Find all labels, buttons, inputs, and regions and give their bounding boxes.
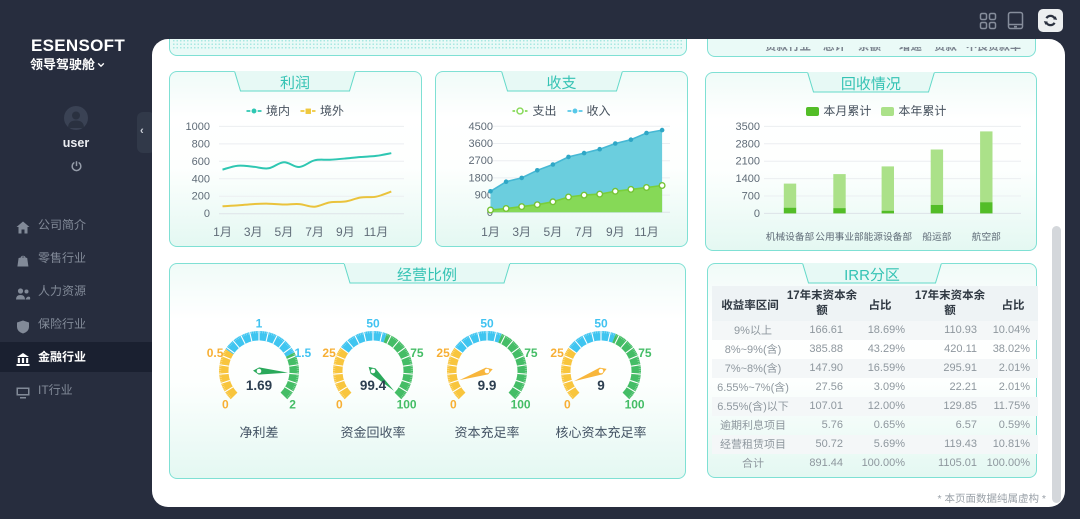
svg-text:75: 75 — [410, 345, 424, 359]
svg-text:5月: 5月 — [544, 225, 563, 239]
svg-text:800: 800 — [191, 138, 209, 150]
svg-text:400: 400 — [191, 173, 209, 185]
svg-text:9: 9 — [597, 378, 605, 393]
svg-text:25: 25 — [322, 345, 336, 359]
svg-text:公用事业部: 公用事业部 — [815, 231, 864, 243]
svg-text:700: 700 — [742, 191, 760, 203]
svg-text:11月: 11月 — [634, 225, 658, 239]
svg-text:9月: 9月 — [606, 225, 625, 239]
svg-text:0: 0 — [564, 397, 571, 411]
svg-text:航空部: 航空部 — [972, 231, 1001, 243]
svg-text:11月: 11月 — [363, 225, 387, 239]
svg-text:3月: 3月 — [512, 225, 531, 239]
svg-text:9.9: 9.9 — [478, 378, 497, 393]
svg-text:7月: 7月 — [575, 225, 594, 239]
svg-text:75: 75 — [638, 345, 652, 359]
svg-text:2: 2 — [289, 397, 296, 411]
svg-text:1800: 1800 — [469, 172, 493, 184]
svg-text:2700: 2700 — [469, 155, 493, 167]
svg-text:1400: 1400 — [736, 173, 760, 185]
svg-text:0: 0 — [222, 397, 229, 411]
svg-text:1.69: 1.69 — [246, 378, 272, 393]
svg-text:50: 50 — [366, 316, 380, 330]
svg-text:100: 100 — [511, 397, 531, 411]
svg-text:2100: 2100 — [736, 156, 760, 168]
svg-text:600: 600 — [191, 156, 209, 168]
svg-text:2800: 2800 — [736, 138, 760, 150]
svg-text:0: 0 — [203, 208, 209, 220]
svg-text:99.4: 99.4 — [360, 378, 387, 393]
svg-text:0.5: 0.5 — [207, 345, 224, 359]
svg-text:900: 900 — [475, 190, 493, 202]
svg-text:25: 25 — [436, 345, 450, 359]
svg-text:1000: 1000 — [185, 121, 209, 133]
svg-text:50: 50 — [480, 316, 494, 330]
svg-text:3月: 3月 — [243, 225, 262, 239]
svg-text:100: 100 — [625, 397, 645, 411]
svg-text:能源设备部: 能源设备部 — [864, 231, 913, 243]
svg-text:75: 75 — [524, 345, 538, 359]
svg-text:25: 25 — [550, 345, 564, 359]
svg-text:1月: 1月 — [213, 225, 232, 239]
svg-text:4500: 4500 — [469, 121, 493, 133]
svg-text:1: 1 — [256, 316, 263, 330]
svg-text:3600: 3600 — [469, 138, 493, 150]
svg-text:50: 50 — [594, 316, 608, 330]
svg-text:1月: 1月 — [481, 225, 500, 239]
svg-text:船运部: 船运部 — [922, 231, 951, 243]
svg-text:200: 200 — [191, 191, 209, 203]
svg-text:7月: 7月 — [305, 225, 324, 239]
svg-text:机械设备部: 机械设备部 — [766, 231, 815, 243]
svg-text:0: 0 — [450, 397, 457, 411]
svg-text:5月: 5月 — [274, 225, 293, 239]
svg-text:100: 100 — [397, 397, 417, 411]
svg-text:9月: 9月 — [335, 225, 354, 239]
svg-text:1.5: 1.5 — [295, 345, 312, 359]
svg-text:3500: 3500 — [736, 121, 760, 133]
svg-text:0: 0 — [336, 397, 343, 411]
svg-text:0: 0 — [754, 208, 760, 220]
